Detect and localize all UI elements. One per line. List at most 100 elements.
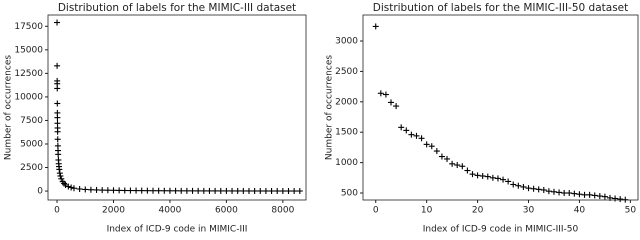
marker — [479, 172, 486, 179]
marker — [601, 193, 608, 200]
y-tick-label: 1500 — [335, 128, 358, 138]
marker — [54, 128, 61, 135]
marker — [61, 180, 68, 187]
marker — [166, 187, 173, 194]
marker — [274, 187, 281, 194]
marker — [206, 187, 213, 194]
marker — [459, 163, 466, 170]
marker — [372, 23, 379, 30]
marker — [223, 187, 230, 194]
marker — [200, 187, 207, 194]
marker — [82, 186, 89, 193]
marker — [454, 162, 461, 169]
marker — [251, 187, 258, 194]
marker — [234, 187, 241, 194]
marker — [494, 175, 501, 182]
marker — [195, 187, 202, 194]
marker — [57, 172, 64, 179]
marker — [56, 166, 63, 173]
marker — [545, 188, 552, 195]
y-tick-label: 3000 — [335, 37, 358, 47]
marker — [87, 186, 94, 193]
marker — [566, 190, 573, 197]
y-tick-label: 10000 — [14, 92, 43, 102]
y-axis-label: Number of occurrences — [325, 55, 335, 160]
marker — [530, 185, 537, 192]
marker — [54, 62, 61, 69]
marker — [474, 172, 481, 179]
x-tick-label: 4000 — [158, 206, 181, 216]
marker — [535, 186, 542, 193]
marker — [418, 135, 425, 142]
marker — [268, 187, 275, 194]
y-axis-label: Number of occurrences — [4, 55, 14, 160]
marker — [377, 90, 384, 97]
marker — [413, 132, 420, 139]
y-tick-label: 17500 — [14, 22, 43, 32]
marker — [550, 188, 557, 195]
marker — [144, 187, 151, 194]
marker — [155, 187, 162, 194]
x-axis-label: Index of ICD-9 code in MIMIC-III — [107, 225, 248, 235]
marker — [423, 141, 430, 148]
marker — [612, 195, 619, 202]
marker — [596, 193, 603, 200]
y-tick-label: 7500 — [20, 116, 43, 126]
chart-title: Distribution of labels for the MIMIC-III… — [373, 2, 629, 14]
marker — [212, 187, 219, 194]
y-tick-label: 0 — [37, 187, 43, 197]
plot — [54, 19, 303, 195]
marker — [444, 155, 451, 162]
marker — [54, 114, 61, 121]
y-tick-label: 12500 — [14, 69, 43, 79]
marker — [561, 190, 568, 197]
marker — [121, 187, 128, 194]
marker — [189, 187, 196, 194]
marker — [515, 182, 522, 189]
marker — [428, 143, 435, 150]
marker — [571, 190, 578, 197]
x-tick-label: 0 — [54, 206, 60, 216]
marker — [285, 188, 292, 195]
marker — [55, 151, 62, 158]
marker — [54, 19, 61, 26]
marker — [54, 85, 61, 92]
marker — [576, 191, 583, 198]
marker — [556, 189, 563, 196]
marker — [591, 192, 598, 199]
x-tick-label: 50 — [625, 206, 637, 216]
marker — [393, 103, 400, 110]
marker — [403, 127, 410, 134]
marker — [65, 183, 72, 190]
marker — [388, 99, 395, 106]
marker — [500, 176, 507, 183]
marker — [449, 160, 456, 167]
marker — [133, 187, 140, 194]
marker — [469, 171, 476, 178]
marker — [178, 187, 185, 194]
marker — [217, 187, 224, 194]
marker — [525, 185, 532, 192]
marker — [116, 187, 123, 194]
marker — [58, 175, 65, 182]
x-tick-label: 6000 — [215, 206, 238, 216]
y-tick-label: 1000 — [335, 158, 358, 168]
marker — [183, 187, 190, 194]
y-tick-label: 2500 — [20, 163, 43, 173]
marker — [110, 187, 117, 194]
marker — [279, 188, 286, 195]
marker — [76, 185, 83, 192]
x-tick-label: 2000 — [102, 206, 125, 216]
marker — [505, 178, 512, 185]
marker — [161, 187, 168, 194]
marker — [408, 131, 415, 138]
y-tick-label: 500 — [341, 189, 358, 199]
marker — [127, 187, 134, 194]
marker — [520, 183, 527, 190]
marker — [586, 191, 593, 198]
chart-title: Distribution of labels for the MIMIC-III… — [58, 2, 296, 14]
x-tick-label: 30 — [523, 206, 535, 216]
marker — [510, 181, 517, 188]
